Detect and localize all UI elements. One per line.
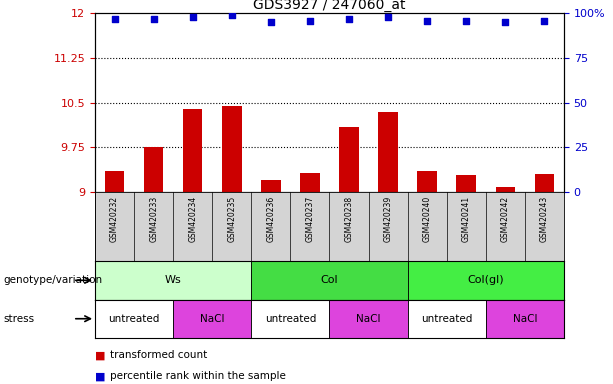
Point — [383, 14, 393, 20]
Text: ■: ■ — [95, 371, 105, 381]
Text: GSM420232: GSM420232 — [110, 195, 119, 242]
Point — [110, 16, 120, 22]
Text: GSM420239: GSM420239 — [384, 195, 392, 242]
Text: untreated: untreated — [265, 314, 316, 324]
Point — [500, 19, 510, 25]
Bar — [535, 174, 554, 192]
Bar — [330, 300, 408, 338]
Point — [422, 18, 432, 24]
Bar — [173, 300, 251, 338]
Point — [188, 14, 197, 20]
Text: GSM420233: GSM420233 — [149, 195, 158, 242]
Bar — [261, 180, 281, 192]
Text: GSM420236: GSM420236 — [267, 195, 275, 242]
Text: GSM420235: GSM420235 — [227, 195, 236, 242]
Text: ■: ■ — [95, 350, 105, 360]
Point — [539, 18, 549, 24]
Bar — [339, 127, 359, 192]
Text: transformed count: transformed count — [110, 350, 208, 360]
Text: stress: stress — [3, 314, 34, 324]
Point — [305, 18, 315, 24]
Bar — [378, 112, 398, 192]
Text: untreated: untreated — [109, 314, 160, 324]
Bar — [183, 109, 202, 192]
Text: Ws: Ws — [165, 275, 181, 285]
Point — [149, 16, 159, 22]
Bar — [300, 173, 320, 192]
Bar — [457, 175, 476, 192]
Text: GSM420241: GSM420241 — [462, 195, 471, 242]
Text: untreated: untreated — [421, 314, 473, 324]
Text: NaCl: NaCl — [200, 314, 224, 324]
Bar — [408, 300, 486, 338]
Bar — [95, 261, 251, 300]
Bar — [417, 171, 437, 192]
Bar — [222, 106, 242, 192]
Text: Col: Col — [321, 275, 338, 285]
Point — [344, 16, 354, 22]
Text: Col(gl): Col(gl) — [468, 275, 504, 285]
Bar — [408, 261, 564, 300]
Bar — [251, 261, 408, 300]
Point — [227, 12, 237, 18]
Bar — [495, 187, 515, 192]
Point — [266, 19, 276, 25]
Text: GSM420243: GSM420243 — [540, 195, 549, 242]
Bar — [105, 171, 124, 192]
Text: genotype/variation: genotype/variation — [3, 275, 102, 285]
Bar — [95, 300, 173, 338]
Bar — [486, 300, 564, 338]
Text: GSM420242: GSM420242 — [501, 195, 510, 242]
Text: percentile rank within the sample: percentile rank within the sample — [110, 371, 286, 381]
Text: NaCl: NaCl — [356, 314, 381, 324]
Point — [462, 18, 471, 24]
Title: GDS3927 / 247060_at: GDS3927 / 247060_at — [253, 0, 406, 12]
Text: GSM420240: GSM420240 — [423, 195, 432, 242]
Bar — [144, 147, 164, 192]
Text: NaCl: NaCl — [512, 314, 537, 324]
Text: GSM420234: GSM420234 — [188, 195, 197, 242]
Text: GSM420237: GSM420237 — [305, 195, 314, 242]
Bar — [251, 300, 330, 338]
Text: GSM420238: GSM420238 — [345, 195, 354, 242]
